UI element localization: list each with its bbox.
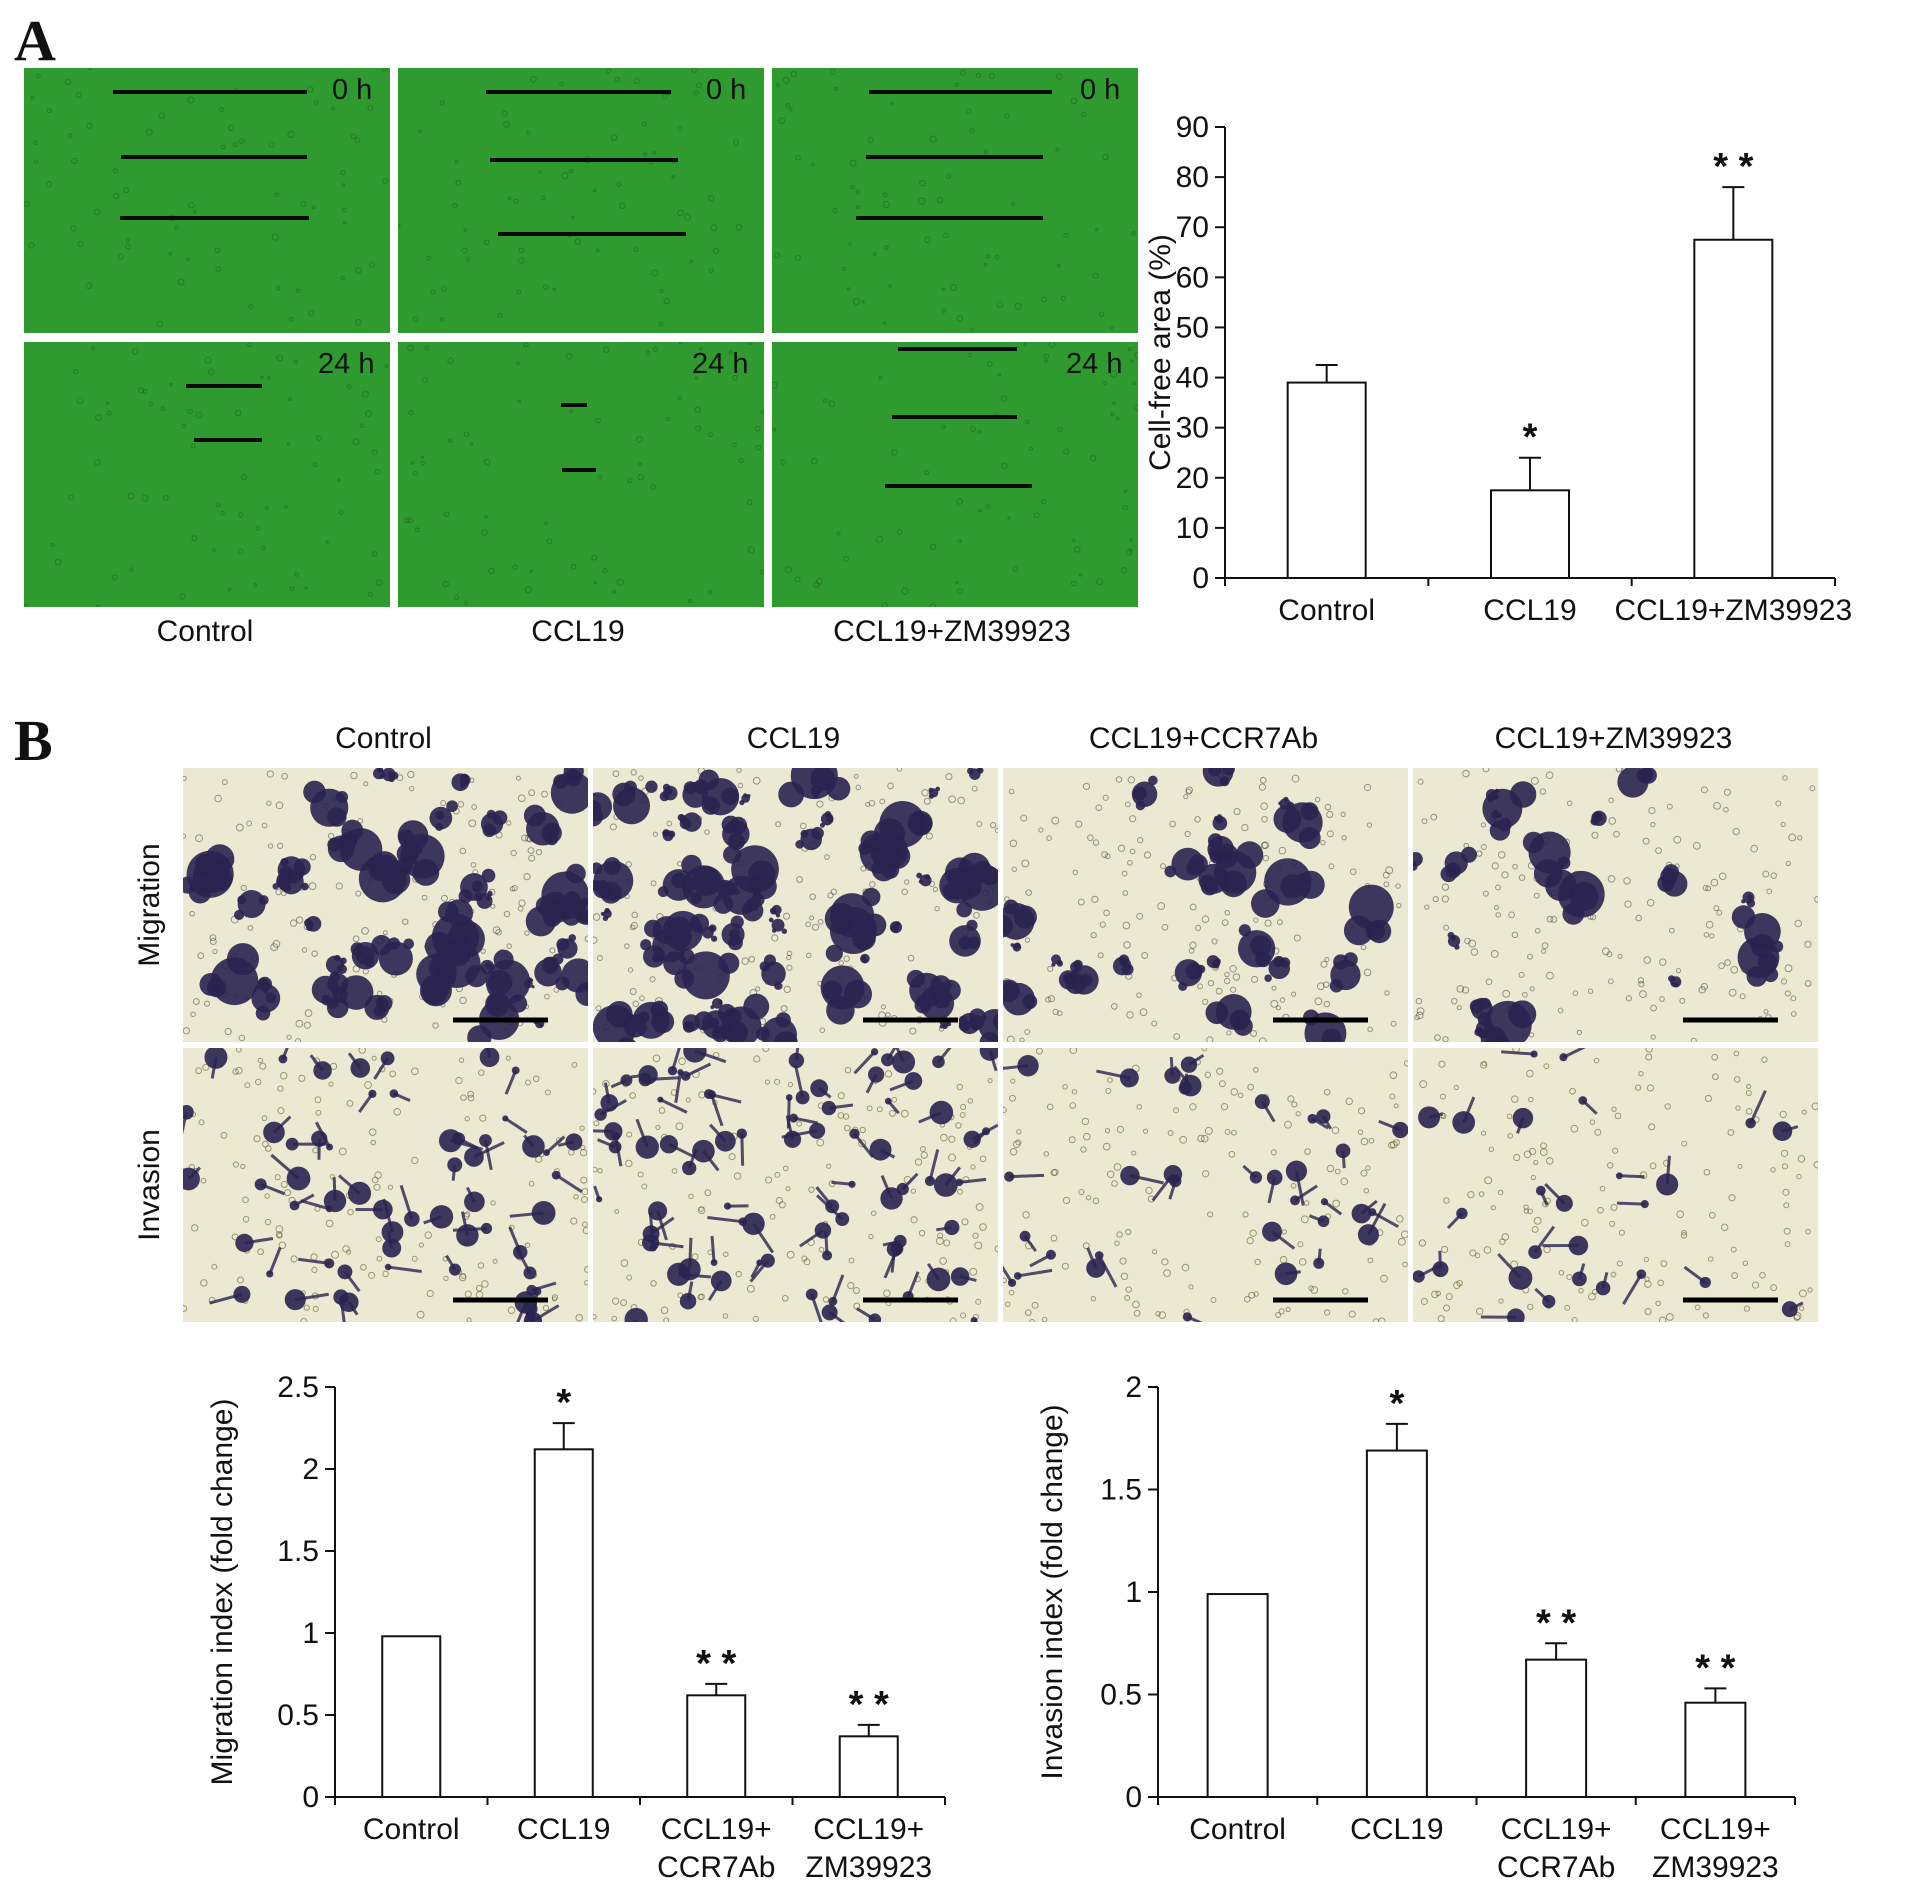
bar [1288, 383, 1366, 578]
transwell-column-label-ccl19-ccr7ab: CCL19+CCR7Ab [1001, 722, 1406, 756]
x-category-label: CCL19+ [661, 1813, 772, 1846]
x-category-label: ZM39923 [805, 1851, 932, 1884]
x-category-label: CCL19 [1483, 594, 1576, 627]
x-category-label: CCR7Ab [1497, 1851, 1615, 1884]
y-tick-label: 80 [1176, 161, 1209, 194]
x-category-label: CCL19 [517, 1813, 610, 1846]
bar [1208, 1594, 1268, 1797]
y-tick-label: 0 [302, 1781, 319, 1814]
x-category-label: ZM39923 [1652, 1851, 1779, 1884]
invasion-index-chart: 0 0.5 1 1.5 2 Invasion index (fold change) Con… [1030, 1360, 1830, 1887]
wound-micrograph-ccl19-24h [398, 342, 764, 607]
significance-marker: * * [1713, 146, 1753, 188]
x-category-label: CCL19+ZM39923 [1615, 594, 1853, 627]
y-tick-label: 50 [1176, 311, 1209, 344]
y-tick-label: 20 [1176, 462, 1209, 495]
bar [840, 1736, 898, 1797]
panel-letter-a: A [14, 12, 56, 70]
row-label-invasion: Invasion [133, 1105, 167, 1265]
y-tick-label: 2.5 [277, 1371, 319, 1404]
transwell-micrograph-invasion-ccl19 [593, 1048, 998, 1322]
y-tick-label: 40 [1176, 362, 1209, 395]
wound-micrograph-ccl19-zm39923-24h [772, 342, 1138, 607]
significance-marker: * [1389, 1383, 1404, 1425]
y-tick-label: 1 [1125, 1576, 1142, 1609]
x-category-label: CCL19+ [1501, 1813, 1612, 1846]
y-axis-label: Cell-free area (%) [1144, 234, 1177, 471]
bar [1367, 1451, 1427, 1797]
y-tick-label: 0 [1192, 562, 1209, 595]
bar [1694, 240, 1772, 578]
transwell-micrograph-invasion-ccl19-zm39923 [1413, 1048, 1818, 1322]
significance-marker: * * [696, 1643, 736, 1685]
y-axis-label: Invasion index (fold change) [1036, 1404, 1069, 1779]
bar [1685, 1703, 1745, 1797]
migration-index-chart: 0 0.5 1 1.5 2 2.5 Migration index (fold change… [200, 1360, 960, 1887]
y-tick-label: 90 [1176, 111, 1209, 144]
y-tick-label: 1 [302, 1617, 319, 1650]
time-label: 24 h [1066, 348, 1122, 381]
time-label: 24 h [318, 348, 374, 381]
time-label: 0 h [1080, 74, 1120, 107]
y-tick-label: 1.5 [1100, 1474, 1142, 1507]
x-category-label: Control [1189, 1813, 1286, 1846]
transwell-column-label-control: Control [181, 722, 586, 756]
y-tick-label: 1.5 [277, 1535, 319, 1568]
wound-column-label-ccl19: CCL19 [395, 615, 761, 649]
significance-marker: * [1523, 417, 1538, 459]
transwell-micrograph-invasion-control [183, 1048, 588, 1322]
significance-marker: * * [1695, 1647, 1735, 1689]
transwell-micrograph-migration-ccl19-ccr7ab [1003, 768, 1408, 1042]
y-tick-label: 2 [302, 1453, 319, 1486]
x-category-label: CCL19+ [1660, 1813, 1771, 1846]
wound-micrograph-ccl19-zm39923-0h [772, 68, 1138, 333]
bar [1526, 1660, 1586, 1797]
significance-marker: * * [1536, 1602, 1576, 1644]
y-tick-label: 0.5 [277, 1699, 319, 1732]
time-label: 0 h [332, 74, 372, 107]
x-category-label: CCR7Ab [657, 1851, 775, 1884]
bar [535, 1449, 593, 1797]
wound-column-label-control: Control [22, 615, 388, 649]
wound-column-label-ccl19-zm39923: CCL19+ZM39923 [769, 615, 1135, 649]
transwell-micrograph-invasion-ccl19-ccr7ab [1003, 1048, 1408, 1322]
time-label: 24 h [692, 348, 748, 381]
y-tick-label: 0.5 [1100, 1679, 1142, 1712]
y-axis-label: Migration index (fold change) [206, 1399, 239, 1786]
x-category-label: Control [1278, 594, 1375, 627]
time-label: 0 h [706, 74, 746, 107]
transwell-micrograph-migration-control [183, 768, 588, 1042]
bar [382, 1636, 440, 1797]
y-tick-label: 2 [1125, 1371, 1142, 1404]
transwell-micrograph-migration-ccl19-zm39923 [1413, 768, 1818, 1042]
y-tick-label: 0 [1125, 1781, 1142, 1814]
row-label-migration: Migration [133, 825, 167, 985]
significance-marker: * * [849, 1684, 889, 1726]
significance-marker: * [556, 1382, 571, 1424]
y-tick-label: 30 [1176, 412, 1209, 445]
wound-micrograph-control-0h [24, 68, 390, 333]
x-category-label: CCL19+ [813, 1813, 924, 1846]
transwell-column-label-ccl19-zm39923: CCL19+ZM39923 [1411, 722, 1816, 756]
transwell-micrograph-migration-ccl19 [593, 768, 998, 1042]
y-tick-label: 60 [1176, 261, 1209, 294]
wound-micrograph-ccl19-0h [398, 68, 764, 333]
y-tick-label: 70 [1176, 211, 1209, 244]
bar [687, 1695, 745, 1797]
y-tick-label: 10 [1176, 512, 1209, 545]
transwell-column-label-ccl19: CCL19 [591, 722, 996, 756]
cell-free-area-chart: 0 10 20 30 40 50 60 70 80 90 Cell-free area (%) Con… [1140, 100, 1913, 640]
x-category-label: Control [363, 1813, 460, 1846]
wound-micrograph-control-24h [24, 342, 390, 607]
x-category-label: CCL19 [1350, 1813, 1443, 1846]
panel-letter-b: B [14, 712, 53, 770]
bar [1491, 490, 1569, 578]
